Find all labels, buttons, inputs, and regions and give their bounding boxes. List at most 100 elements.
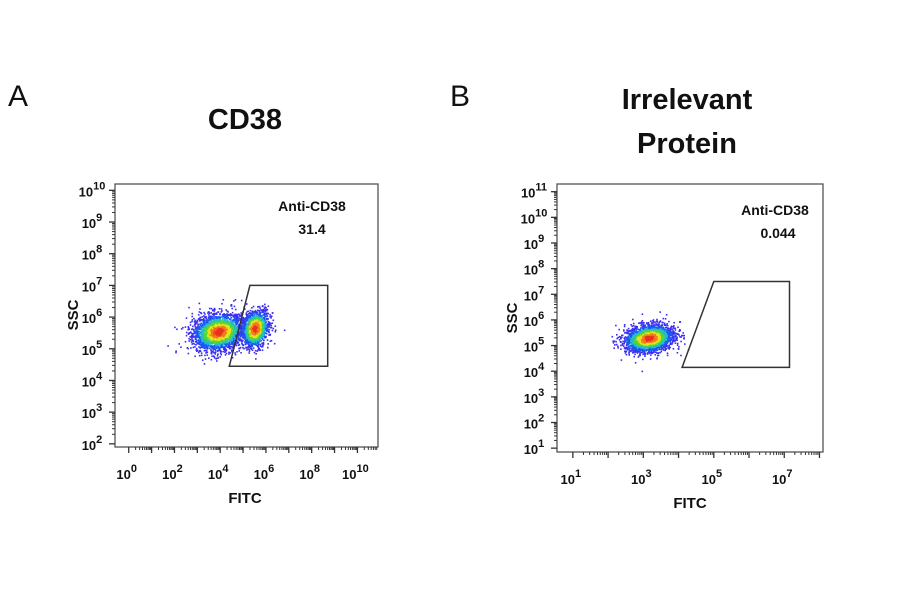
data-point: [245, 329, 247, 332]
data-point: [260, 331, 263, 334]
data-point: [217, 311, 220, 313]
data-point: [210, 312, 212, 314]
data-point: [251, 319, 254, 321]
data-point: [627, 331, 629, 334]
data-point: [197, 339, 200, 342]
data-point: [251, 321, 253, 324]
data-point: [252, 323, 254, 325]
x-tick-label: 100: [116, 463, 137, 482]
data-point: [209, 326, 212, 329]
data-point: [236, 315, 238, 317]
data-point: [237, 316, 239, 319]
data-point: [662, 326, 665, 329]
data-point: [257, 340, 260, 342]
data-point: [212, 351, 215, 354]
data-point: [232, 319, 234, 322]
data-point: [269, 322, 272, 325]
data-point: [226, 343, 229, 345]
data-point: [213, 314, 215, 316]
data-point: [196, 319, 198, 322]
data-point: [218, 335, 220, 337]
data-point: [197, 325, 199, 327]
data-point: [236, 351, 238, 353]
data-point: [241, 333, 243, 336]
data-point: [199, 341, 202, 344]
data-point: [239, 326, 242, 328]
data-point: [189, 321, 192, 324]
data-point: [232, 343, 235, 345]
data-point: [215, 332, 217, 335]
data-point: [223, 336, 225, 338]
data-point: [222, 299, 225, 301]
data-point: [666, 332, 668, 335]
data-point: [265, 322, 267, 324]
data-point: [240, 312, 242, 314]
data-point: [210, 335, 213, 337]
data-point: [211, 331, 213, 334]
data-point: [234, 334, 237, 336]
data-point: [212, 337, 214, 340]
data-point: [227, 336, 229, 338]
data-point: [671, 336, 674, 338]
data-point: [258, 324, 261, 327]
data-point: [269, 326, 272, 329]
data-point: [213, 336, 215, 339]
data-point: [255, 316, 257, 319]
data-point: [210, 346, 212, 349]
data-point: [251, 327, 254, 330]
data-point: [206, 332, 208, 335]
data-point: [234, 314, 236, 316]
data-point: [212, 342, 214, 344]
data-point: [175, 350, 177, 352]
data-point: [634, 340, 636, 343]
data-point: [224, 321, 226, 324]
data-point: [225, 344, 228, 346]
data-point: [188, 340, 190, 342]
data-point: [253, 315, 255, 318]
data-point: [213, 331, 216, 333]
data-point: [201, 346, 204, 349]
data-point: [208, 347, 211, 350]
data-point: [253, 339, 256, 342]
data-point: [222, 350, 224, 353]
data-point: [241, 331, 243, 334]
data-point: [260, 332, 262, 335]
data-point: [214, 353, 217, 355]
data-point: [245, 322, 248, 324]
data-point: [628, 352, 630, 354]
data-point: [216, 350, 219, 353]
data-point: [213, 332, 215, 334]
data-point: [258, 330, 260, 332]
data-point: [265, 328, 268, 330]
data-point: [243, 332, 245, 334]
data-point: [268, 325, 271, 327]
data-point: [215, 344, 217, 346]
data-point: [229, 322, 232, 325]
data-point: [200, 354, 203, 357]
data-point: [233, 315, 236, 318]
data-point: [231, 336, 233, 339]
data-point: [232, 332, 234, 335]
data-point: [227, 323, 230, 325]
data-point: [229, 347, 232, 350]
data-point: [223, 320, 225, 322]
data-point: [268, 321, 271, 324]
data-point: [216, 329, 218, 332]
data-point: [673, 331, 675, 334]
data-point: [266, 312, 269, 315]
data-point: [182, 326, 184, 329]
data-point: [248, 315, 251, 317]
data-point: [214, 351, 217, 353]
data-point: [663, 323, 666, 325]
data-point: [210, 320, 213, 322]
data-point: [203, 325, 206, 327]
data-point: [194, 355, 196, 358]
data-point: [202, 321, 205, 324]
data-point: [260, 315, 263, 317]
data-point: [630, 324, 632, 326]
data-point: [253, 322, 256, 325]
data-point: [188, 337, 190, 340]
data-point: [233, 336, 235, 339]
data-point: [231, 319, 233, 322]
